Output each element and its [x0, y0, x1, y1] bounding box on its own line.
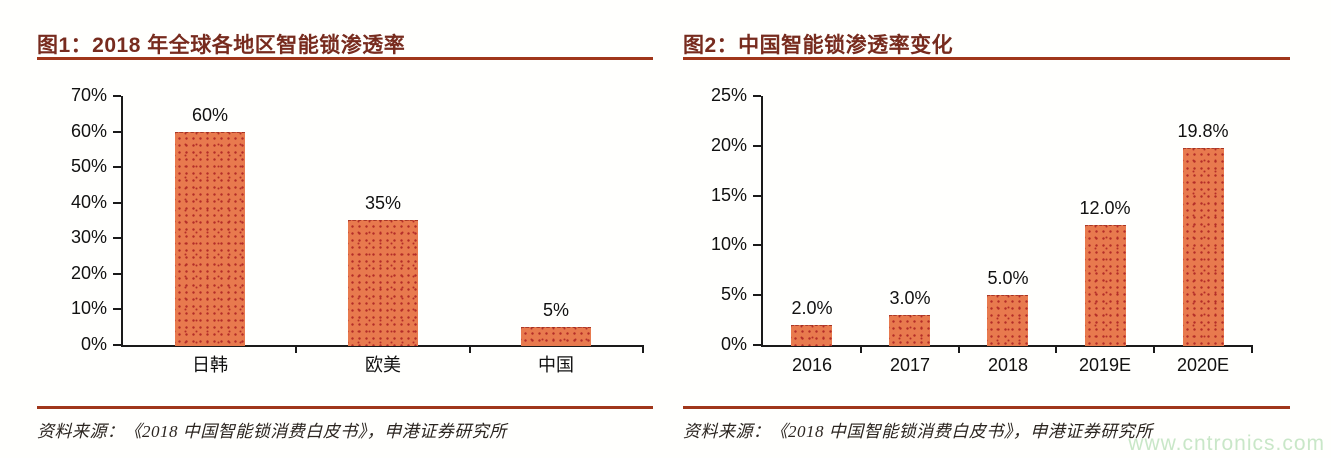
figure-1-title: 图1：2018 年全球各地区智能锁渗透率	[37, 34, 406, 57]
y-tick-mark	[753, 344, 761, 346]
bar-value-label: 5%	[542, 300, 569, 320]
y-tick-mark	[113, 308, 121, 310]
y-tick-label: 30%	[70, 227, 107, 247]
bar-value-label: 35%	[364, 193, 402, 213]
y-tick-label: 15%	[710, 185, 747, 205]
figure-1-title-rule	[37, 57, 653, 60]
x-tick-mark	[1153, 345, 1155, 353]
x-tick-mark	[1055, 345, 1057, 353]
x-category-label: 2018	[987, 355, 1029, 375]
y-tick-mark	[113, 131, 121, 133]
bar-2017	[889, 315, 930, 346]
plot-area	[121, 96, 643, 347]
y-tick-label: 10%	[710, 234, 747, 254]
x-category-label: 2017	[889, 355, 931, 375]
y-tick-mark	[753, 145, 761, 147]
figure-1-bar-chart: 70% 60% 50% 40% 30% 20% 10% 0% 60% 日韩 35% 欧美 5% 中国	[37, 29, 653, 450]
bar-欧美	[348, 220, 418, 346]
figure-2: 图2：中国智能锁渗透率变化 25% 20% 15% 10% 5% 0% 2.0% 2016 3.…	[683, 29, 1290, 450]
bar-value-label: 2.0%	[791, 298, 833, 318]
x-tick-mark	[469, 345, 471, 353]
y-tick-label: 5%	[720, 284, 747, 304]
x-category-label: 2019E	[1078, 355, 1132, 375]
figure-2-title-rule	[683, 57, 1290, 60]
x-category-label: 欧美	[365, 355, 401, 375]
y-tick-label: 0%	[720, 334, 747, 354]
x-tick-mark	[642, 345, 644, 353]
x-category-label: 2016	[791, 355, 833, 375]
y-tick-mark	[113, 273, 121, 275]
y-tick-label: 40%	[70, 192, 107, 212]
y-tick-label: 10%	[70, 298, 107, 318]
y-tick-label: 0%	[80, 334, 107, 354]
y-tick-mark	[113, 202, 121, 204]
figure-1-footer-rule	[37, 406, 653, 409]
figure-1-source: 资料来源：《2018 中国智能锁消费白皮书》，申港证券研究所	[37, 422, 507, 441]
bar-value-label: 60%	[191, 105, 229, 125]
y-tick-mark	[753, 195, 761, 197]
y-tick-mark	[753, 294, 761, 296]
figure-2-title: 图2：中国智能锁渗透率变化	[683, 34, 954, 57]
plot-area	[761, 96, 1252, 347]
x-tick-mark	[1251, 345, 1253, 353]
bar-value-label: 12.0%	[1079, 198, 1131, 218]
bar-value-label: 3.0%	[889, 288, 931, 308]
y-tick-mark	[113, 237, 121, 239]
watermark-cntronics: www.cntronics.com	[1128, 432, 1325, 455]
y-tick-mark	[113, 166, 121, 168]
y-tick-label: 20%	[70, 263, 107, 283]
bar-日韩	[175, 132, 245, 346]
x-category-label: 日韩	[192, 355, 228, 375]
y-tick-mark	[113, 344, 121, 346]
y-tick-mark	[753, 244, 761, 246]
figure-2-source: 资料来源：《2018 中国智能锁消费白皮书》，申港证券研究所	[683, 422, 1153, 441]
figure-2-footer-rule	[683, 406, 1290, 409]
bar-2020E	[1183, 148, 1224, 346]
x-tick-mark	[958, 345, 960, 353]
y-tick-mark	[753, 95, 761, 97]
bar-value-label: 19.8%	[1177, 121, 1229, 141]
bar-value-label: 5.0%	[987, 268, 1029, 288]
bar-2019E	[1085, 225, 1126, 346]
x-tick-mark	[295, 345, 297, 353]
y-tick-label: 25%	[710, 85, 747, 105]
y-tick-label: 70%	[70, 85, 107, 105]
bar-2016	[791, 325, 832, 346]
y-tick-label: 60%	[70, 121, 107, 141]
figure-1: 图1：2018 年全球各地区智能锁渗透率 70% 60% 50% 40% 30% 20% 1…	[37, 29, 653, 450]
bar-2018	[987, 295, 1028, 346]
x-category-label: 2020E	[1176, 355, 1230, 375]
y-tick-label: 50%	[70, 156, 107, 176]
bar-中国	[521, 327, 591, 346]
x-tick-mark	[860, 345, 862, 353]
y-tick-label: 20%	[710, 135, 747, 155]
y-tick-mark	[113, 95, 121, 97]
figure-2-bar-chart: 25% 20% 15% 10% 5% 0% 2.0% 2016 3.0% 2017 5.0% 2018…	[683, 29, 1290, 450]
x-category-label: 中国	[538, 355, 574, 375]
